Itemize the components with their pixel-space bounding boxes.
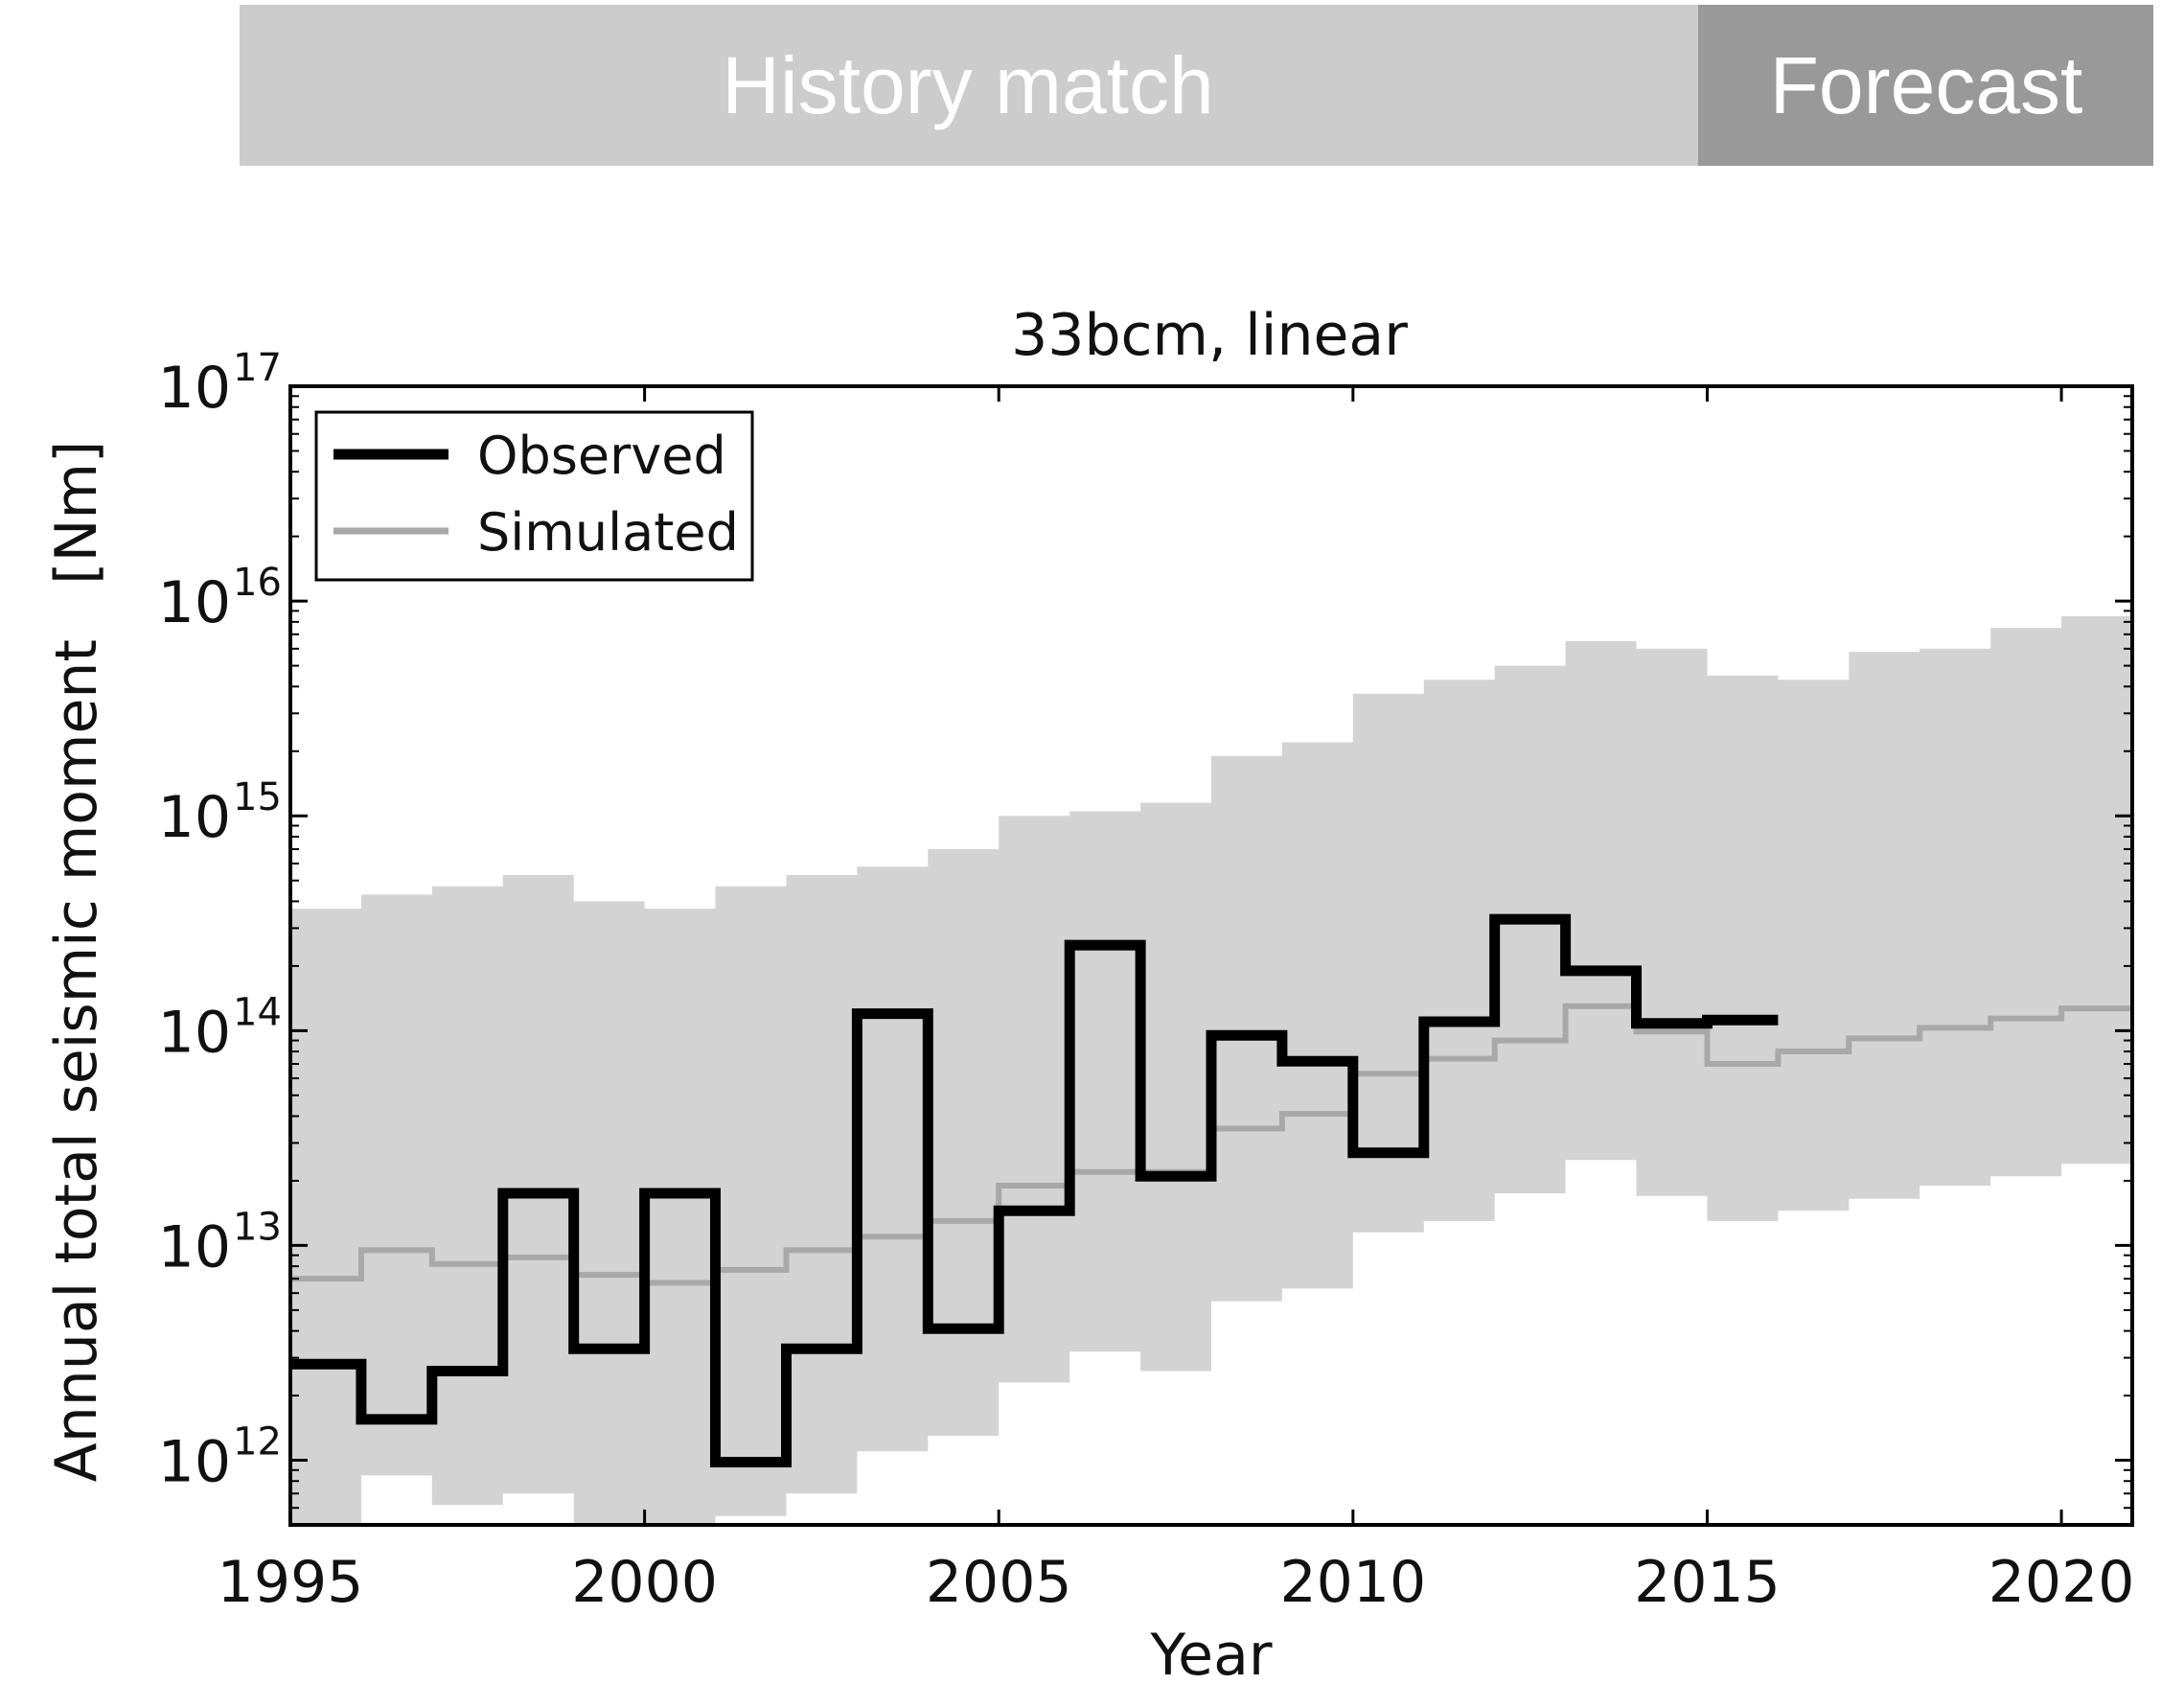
history-match-banner [240,5,1698,166]
x-tick-label: 2015 [1634,1549,1781,1616]
y-tick-label-base: 10 [158,355,231,422]
y-tick-label: 10 13 [158,1205,282,1280]
phase-banner: History match Forecast [240,5,2153,166]
y-tick-label: 10 15 [158,775,282,851]
y-tick-label: 10 17 [158,346,282,422]
y-axis-label: Annual total seismic moment [Nm] [43,441,110,1483]
plot-frame [288,384,2134,1527]
y-tick-label-base: 10 [158,1213,231,1280]
x-tick-label: 2010 [1279,1549,1426,1616]
y-tick-label-base: 10 [158,999,231,1066]
y-tick-label-base: 10 [158,1429,231,1496]
y-tick-label: 10 16 [158,561,282,636]
x-tick-label: 1995 [218,1549,364,1616]
y-tick-label: 10 14 [158,990,282,1066]
x-tick-label: 2020 [1989,1549,2135,1616]
series-lines [290,913,2132,1467]
history-match-label: History match [722,40,1213,130]
legend: Observed Simulated [314,410,754,582]
forecast-banner [1698,5,2153,166]
chart-title: 33bcm, linear [1011,302,1408,369]
forecast-label: Forecast [1770,40,2083,130]
y-tick-label-base: 10 [158,569,231,636]
axis-ticks [288,384,2132,1525]
y-tick-label-exponent: 17 [233,346,282,390]
y-tick-label-exponent: 14 [233,990,282,1034]
legend-box [314,410,754,582]
y-tick-label-base: 10 [158,784,231,851]
x-tick-label: 2005 [926,1549,1072,1616]
y-tick-label-exponent: 12 [233,1420,282,1465]
y-tick-label-exponent: 13 [233,1205,282,1249]
y-tick-label-exponent: 16 [233,561,282,605]
x-tick-labels: 1995 2000 2005 2010 2015 2020 [218,1549,2135,1616]
x-axis-label: Year [1149,1622,1272,1684]
legend-label-observed: Observed [477,426,726,486]
series-line-observed [290,913,1779,1467]
x-tick-label: 2000 [571,1549,718,1616]
legend-label-simulated: Simulated [477,502,739,563]
y-tick-label-exponent: 15 [233,775,282,819]
y-tick-label: 10 12 [158,1420,282,1496]
